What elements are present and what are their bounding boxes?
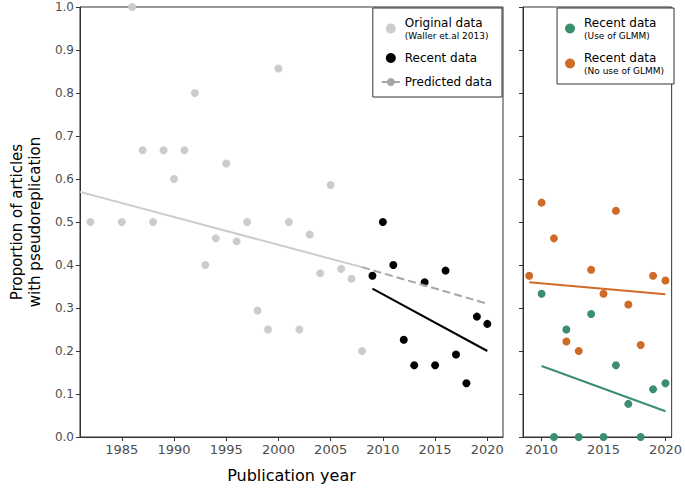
svg-text:0.3: 0.3: [55, 301, 74, 315]
svg-text:(Use of GLMM): (Use of GLMM): [584, 31, 650, 41]
svg-text:Original data: Original data: [405, 16, 483, 30]
svg-text:Recent data: Recent data: [584, 16, 656, 30]
svg-text:2015: 2015: [419, 442, 452, 457]
svg-text:0.4: 0.4: [55, 258, 74, 272]
svg-text:Predicted data: Predicted data: [405, 75, 492, 89]
svg-text:with pseudoreplication: with pseudoreplication: [26, 137, 44, 307]
svg-text:Recent data: Recent data: [405, 51, 477, 65]
svg-text:1990: 1990: [157, 442, 190, 457]
svg-text:0.6: 0.6: [55, 172, 74, 186]
svg-text:1995: 1995: [210, 442, 243, 457]
svg-text:1.0: 1.0: [55, 0, 74, 14]
svg-text:1985: 1985: [105, 442, 138, 457]
svg-text:2015: 2015: [587, 442, 620, 457]
svg-text:2020: 2020: [649, 442, 682, 457]
svg-text:0.7: 0.7: [55, 129, 74, 143]
svg-text:Proportion of articles: Proportion of articles: [8, 144, 26, 300]
svg-text:Recent data: Recent data: [584, 51, 656, 65]
svg-text:2010: 2010: [525, 442, 558, 457]
svg-text:(No use of GLMM): (No use of GLMM): [584, 66, 664, 76]
svg-text:0.2: 0.2: [55, 344, 74, 358]
svg-text:2010: 2010: [366, 442, 399, 457]
svg-text:2020: 2020: [471, 442, 504, 457]
svg-text:0.0: 0.0: [55, 430, 74, 444]
svg-text:0.1: 0.1: [55, 387, 74, 401]
svg-text:(Waller et.al 2013): (Waller et.al 2013): [405, 31, 489, 41]
svg-text:2000: 2000: [262, 442, 295, 457]
svg-text:0.8: 0.8: [55, 86, 74, 100]
svg-text:0.9: 0.9: [55, 43, 74, 57]
svg-text:Publication year: Publication year: [227, 466, 356, 485]
svg-text:0.5: 0.5: [55, 215, 74, 229]
svg-text:2005: 2005: [314, 442, 347, 457]
